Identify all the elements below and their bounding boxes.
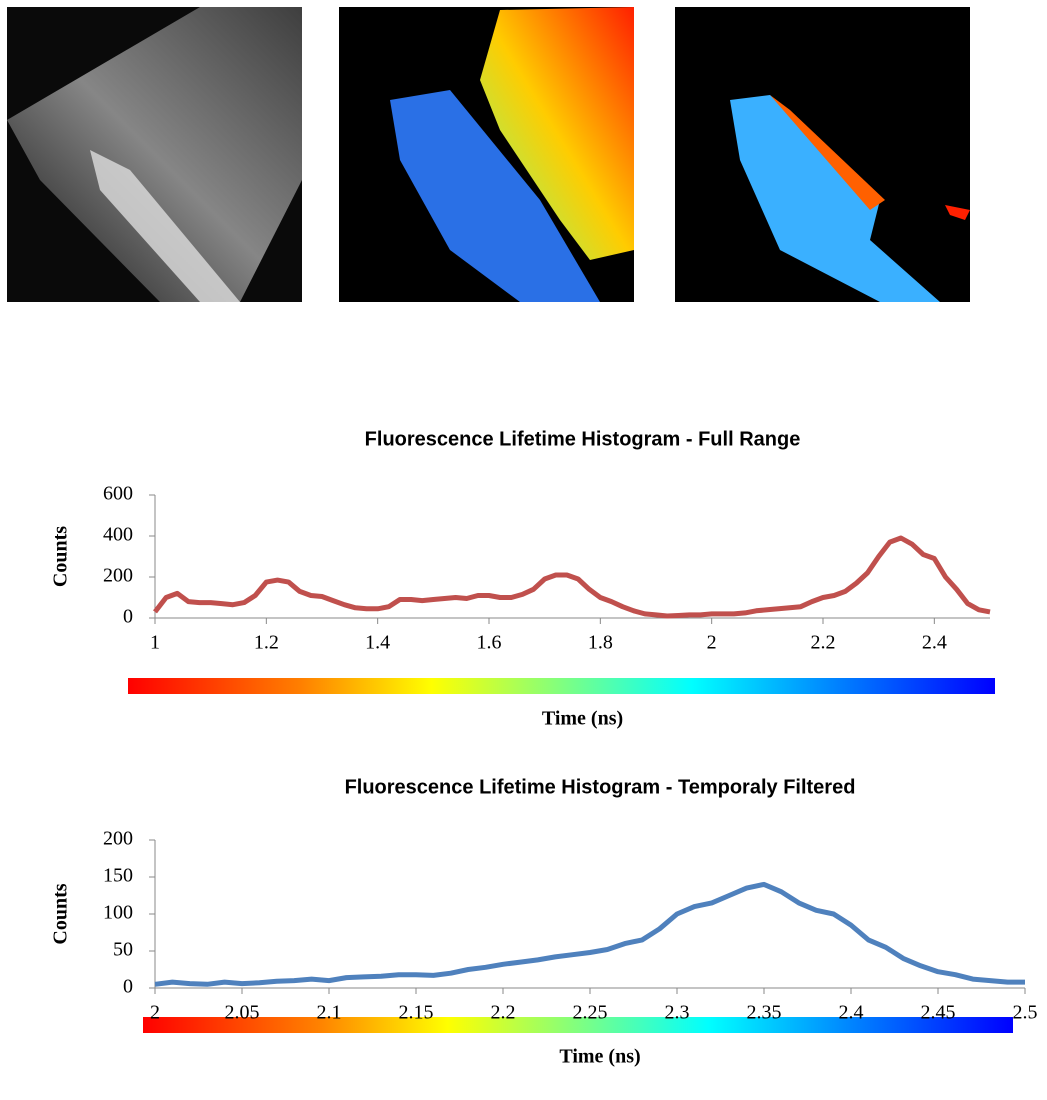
x-tick-label: 2.1 bbox=[317, 1002, 342, 1024]
data-line bbox=[154, 881, 1025, 987]
x-tick-label: 1.2 bbox=[254, 632, 279, 654]
color-bar bbox=[128, 678, 995, 694]
color-bar bbox=[143, 1017, 1013, 1033]
y-axis-label: Counts bbox=[50, 526, 72, 587]
x-tick-label: 2.45 bbox=[921, 1002, 956, 1024]
y-tick-label: 200 bbox=[103, 828, 133, 850]
y-tick-label: 0 bbox=[123, 976, 133, 998]
image-intensity bbox=[7, 7, 302, 302]
x-tick-label: 2.05 bbox=[225, 1002, 260, 1024]
x-tick-label: 2.4 bbox=[922, 632, 947, 654]
x-tick-label: 2.4 bbox=[839, 1002, 864, 1024]
x-tick-label: 2.15 bbox=[399, 1002, 434, 1024]
x-axis-label: Time (ns) bbox=[542, 708, 623, 730]
x-tick-label: 2.2 bbox=[811, 632, 836, 654]
x-tick-label: 2 bbox=[707, 632, 717, 654]
x-tick-label: 2.3 bbox=[665, 1002, 690, 1024]
y-tick-label: 50 bbox=[113, 939, 133, 961]
y-tick-label: 600 bbox=[103, 483, 133, 505]
x-tick-label: 2 bbox=[150, 1002, 160, 1024]
y-tick-label: 200 bbox=[103, 565, 133, 587]
x-tick-label: 1 bbox=[150, 632, 160, 654]
data-line bbox=[153, 535, 991, 619]
image-lifetime-full bbox=[339, 7, 634, 302]
x-tick-label: 2.35 bbox=[747, 1002, 782, 1024]
x-tick-label: 1.8 bbox=[588, 632, 613, 654]
y-tick-label: 100 bbox=[103, 902, 133, 924]
x-tick-label: 2.5 bbox=[1013, 1002, 1038, 1024]
chart-title: Fluorescence Lifetime Histogram - Full R… bbox=[365, 428, 801, 450]
y-tick-label: 150 bbox=[103, 865, 133, 887]
x-tick-label: 1.6 bbox=[477, 632, 502, 654]
chart-title: Fluorescence Lifetime Histogram - Tempor… bbox=[345, 776, 856, 798]
x-tick-label: 2.2 bbox=[491, 1002, 516, 1024]
image-lifetime-filtered bbox=[675, 7, 970, 302]
y-tick-label: 0 bbox=[123, 606, 133, 628]
x-tick-label: 1.4 bbox=[365, 632, 390, 654]
y-axis-label: Counts bbox=[50, 883, 72, 944]
y-tick-label: 400 bbox=[103, 524, 133, 546]
x-tick-label: 2.25 bbox=[573, 1002, 608, 1024]
x-axis-label: Time (ns) bbox=[559, 1046, 640, 1068]
